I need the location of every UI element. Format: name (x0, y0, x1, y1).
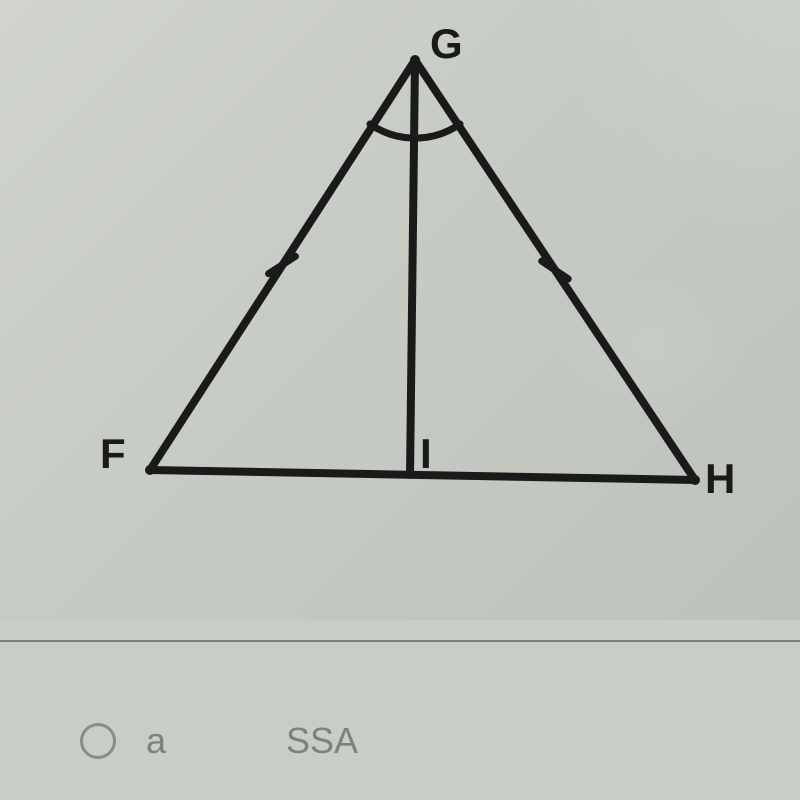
vertex-g-dot (410, 55, 420, 65)
vertex-label-g: G (430, 20, 463, 68)
vertex-label-h: H (705, 455, 735, 503)
answer-letter: a (146, 720, 166, 762)
radio-button[interactable] (80, 723, 116, 759)
screenshot-region: G F I H (0, 0, 800, 620)
vertex-label-f: F (100, 430, 126, 478)
section-divider (0, 640, 800, 642)
vertex-label-i: I (420, 430, 432, 478)
answer-option-row[interactable]: a SSA (80, 720, 358, 762)
angle-arc-left (370, 124, 412, 138)
vertex-f-dot (145, 465, 155, 475)
vertex-h-dot (690, 475, 700, 485)
triangle-diagram: G F I H (95, 30, 715, 560)
answer-text: SSA (286, 720, 358, 762)
edge-gi (410, 60, 415, 475)
angle-arc-right (418, 124, 460, 138)
triangle-svg (95, 30, 715, 560)
